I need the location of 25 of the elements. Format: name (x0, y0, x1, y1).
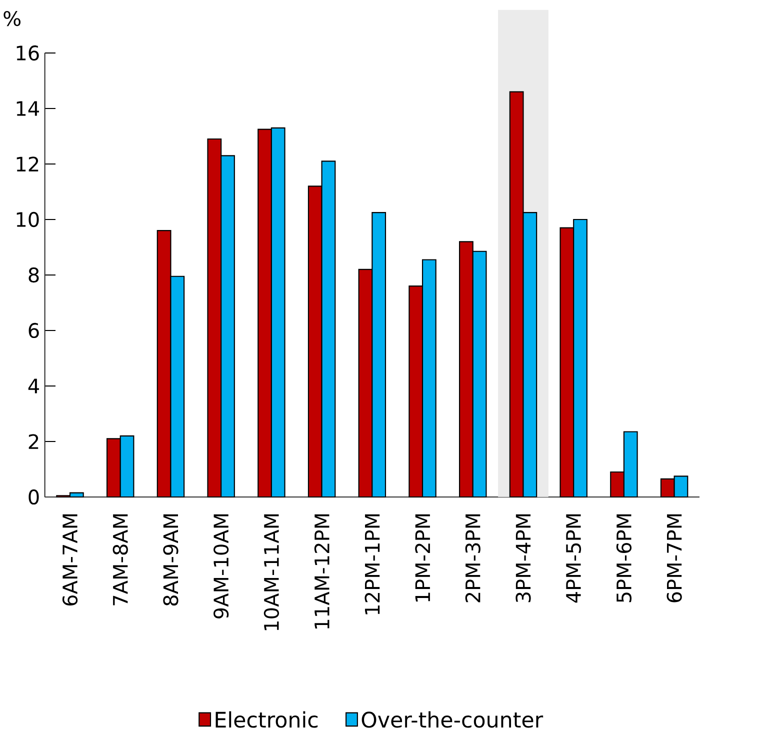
y-tick-label: 2 (28, 434, 38, 449)
y-tick-label: 0 (28, 489, 39, 505)
y-tick-label: 6 (28, 322, 39, 338)
y-tick-label: 14 (16, 101, 39, 116)
x-tick-label: 9AM-10AM (214, 514, 229, 618)
y-tick-label: 16 (16, 45, 39, 61)
y-tick-label: 10 (16, 212, 39, 228)
x-tick-label: 3PM-4PM (516, 514, 531, 602)
y-tick-label: 8 (28, 267, 39, 283)
legend-label: Electronic (216, 711, 318, 728)
y-tick-label: 12 (16, 156, 38, 172)
x-tick-label: 12PM-1PM (364, 514, 380, 614)
x-tick-label: 8AM-9AM (163, 514, 178, 606)
legend-label: Over-the-counter (362, 711, 544, 728)
y-axis-title: % (4, 10, 20, 26)
x-tick-label: 4PM-5PM (566, 514, 582, 603)
x-tick-label: 6PM-7PM (666, 514, 682, 602)
x-tick-label: 11AM-12PM (314, 514, 330, 629)
x-tick-label: 10AM-11AM (264, 514, 280, 630)
x-tick-label: 5PM-6PM (616, 514, 632, 602)
x-tick-label: 6AM-7AM (62, 514, 78, 606)
x-tick-label: 1PM-2PM (415, 514, 430, 602)
x-tick-label: 2PM-3PM (465, 514, 480, 602)
x-tick-label: 7AM-8AM (112, 514, 128, 606)
y-tick-label: 4 (28, 378, 39, 394)
